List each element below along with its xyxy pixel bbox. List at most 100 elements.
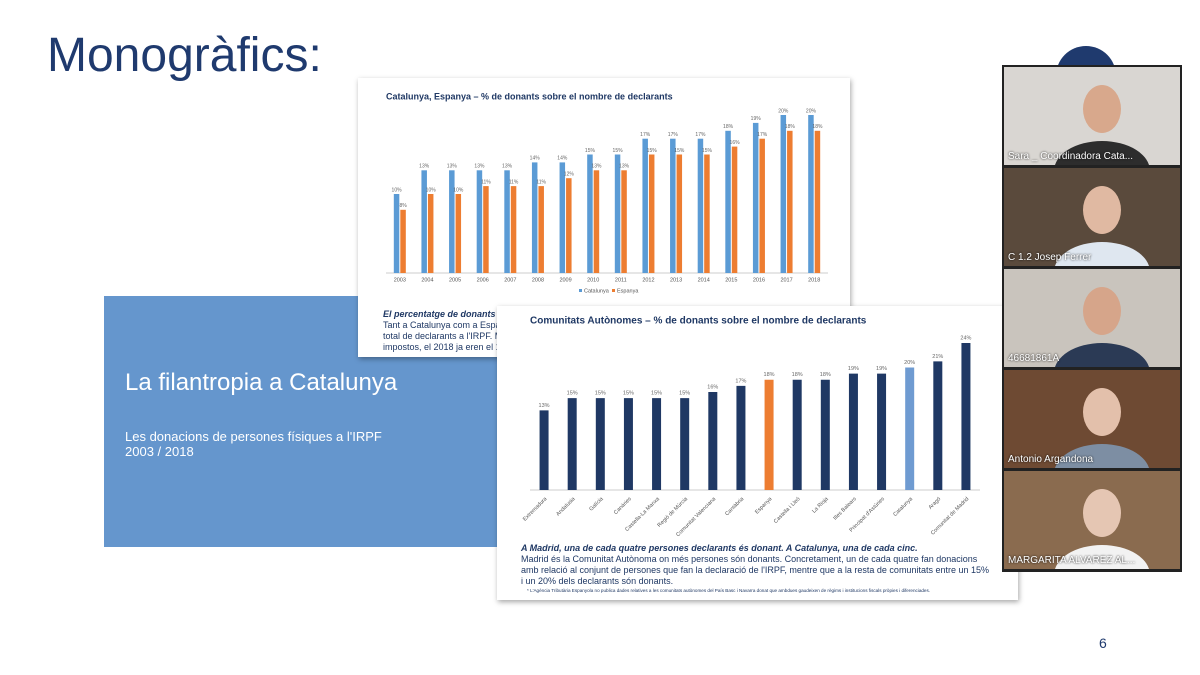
participant-name: Sara _ Coordinadora Cata... [1008, 151, 1134, 162]
bar [820, 379, 830, 490]
chart-card: Comunitats Autònomes – % de donants sobr… [497, 306, 1018, 600]
value-label: 11% [536, 179, 546, 185]
value-label: 15% [674, 148, 685, 154]
note-line: impostos, el 2018 ja eren el 18 [383, 342, 506, 352]
x-tick-label: 2007 [504, 277, 516, 283]
legend-swatch [612, 289, 615, 292]
participant-name: MARGARITA ALVAREZ AL... [1008, 555, 1136, 566]
value-label: 18% [792, 372, 803, 378]
cover-period: 2003 / 2018 [125, 444, 194, 459]
value-label: 18% [723, 124, 734, 130]
value-label: 15% [567, 391, 578, 397]
cover-subtitle: Les donacions de persones físiques a l'I… [125, 429, 382, 444]
bar [670, 138, 676, 273]
participant-video [1054, 287, 1150, 367]
bar [559, 162, 566, 273]
x-tick-label: Galícia [588, 496, 605, 513]
value-label: 18% [812, 124, 823, 130]
value-label: 17% [695, 132, 706, 138]
value-label: 13% [474, 164, 485, 170]
video-tile: Antonio Argandona [1004, 370, 1180, 468]
bar [708, 392, 718, 490]
x-tick-label: Illes Balears [832, 496, 858, 522]
value-label: 20% [778, 108, 789, 114]
value-label: 17% [668, 132, 679, 138]
value-label: 15% [679, 391, 690, 397]
bar [393, 194, 400, 273]
participant-name: 46681861A [1008, 353, 1060, 364]
x-tick-label: Espanya [754, 496, 774, 516]
note-heading: El percentatge de donants [383, 309, 496, 319]
value-label: 16% [707, 384, 718, 390]
note-heading: A Madrid, una de cada quatre persones de… [521, 543, 918, 553]
bar [752, 122, 759, 274]
bar [905, 367, 915, 490]
x-tick-label: 2016 [753, 277, 765, 283]
x-tick-label: Extremadura [522, 496, 549, 523]
value-label: 15% [651, 391, 662, 397]
bar [476, 170, 483, 273]
x-tick-label: 2005 [449, 277, 461, 283]
x-tick-label: 2013 [670, 277, 682, 283]
chart: Catalunya, Espanya – % de donants sobre … [386, 91, 828, 294]
bar [449, 170, 455, 273]
participant-video [1054, 489, 1150, 569]
bar [652, 398, 662, 490]
bar [725, 130, 731, 273]
x-tick-label: 2011 [615, 277, 627, 283]
bar [877, 373, 887, 490]
value-label: 12% [564, 172, 575, 178]
chart-note: El percentatge de donants Tant a Catalun… [383, 309, 507, 353]
chart-note: A Madrid, una de cada quatre persones de… [521, 543, 991, 595]
value-label: 15% [585, 148, 596, 154]
x-tick-label: Andalusia [555, 496, 577, 518]
cover-title: La filantropia a Catalunya [125, 369, 398, 396]
bar [614, 154, 621, 273]
bar [400, 209, 406, 273]
video-tile: MARGARITA ALVAREZ AL... [1004, 471, 1180, 569]
value-label: 14% [557, 156, 568, 162]
value-label: 11% [481, 179, 491, 185]
x-tick-label: 2014 [698, 277, 710, 283]
value-label: 20% [806, 108, 817, 114]
x-tick-label: 2004 [421, 277, 433, 283]
value-label: 13% [502, 164, 513, 170]
bar [566, 178, 572, 273]
bar [539, 410, 549, 490]
value-label: 11% [509, 179, 519, 185]
participant-video [1054, 186, 1150, 266]
value-label: 20% [904, 360, 915, 366]
chart-card: Catalunya, Espanya – % de donants sobre … [358, 78, 850, 357]
x-tick-label: Castella i Lleó [773, 496, 802, 525]
value-label: 18% [785, 124, 796, 130]
participant-name: Antonio Argandona [1008, 454, 1094, 465]
bar [704, 154, 710, 273]
value-label: 19% [848, 366, 859, 372]
bar [676, 154, 683, 273]
bar [736, 385, 746, 490]
x-tick-label: 2018 [808, 277, 820, 283]
bar [648, 154, 655, 273]
bar [587, 154, 593, 273]
x-tick-label: 2009 [559, 277, 571, 283]
bar [731, 146, 738, 273]
chart-title: Comunitats Autònomes – % de donants sobr… [530, 316, 867, 327]
bar [483, 186, 489, 273]
value-label: 18% [820, 372, 831, 378]
value-label: 10% [392, 187, 403, 193]
value-label: 16% [730, 140, 741, 146]
bar [764, 379, 774, 490]
bar [538, 186, 544, 273]
bar [697, 138, 704, 273]
value-label: 17% [757, 132, 768, 138]
note-body: Madrid és la Comunitat Autònoma on més p… [521, 554, 989, 586]
chart: Comunitats Autònomes – % de donants sobr… [522, 316, 980, 538]
note-line: total de declarants a l'IRPF. Me [383, 331, 508, 341]
bar [531, 162, 538, 273]
slide-title: Monogràfics: [47, 29, 322, 82]
x-tick-label: Canàries [613, 496, 633, 516]
x-tick-label: 2008 [532, 277, 544, 283]
value-label: 18% [764, 372, 775, 378]
value-label: 19% [876, 366, 887, 372]
value-label: 8% [399, 203, 407, 209]
